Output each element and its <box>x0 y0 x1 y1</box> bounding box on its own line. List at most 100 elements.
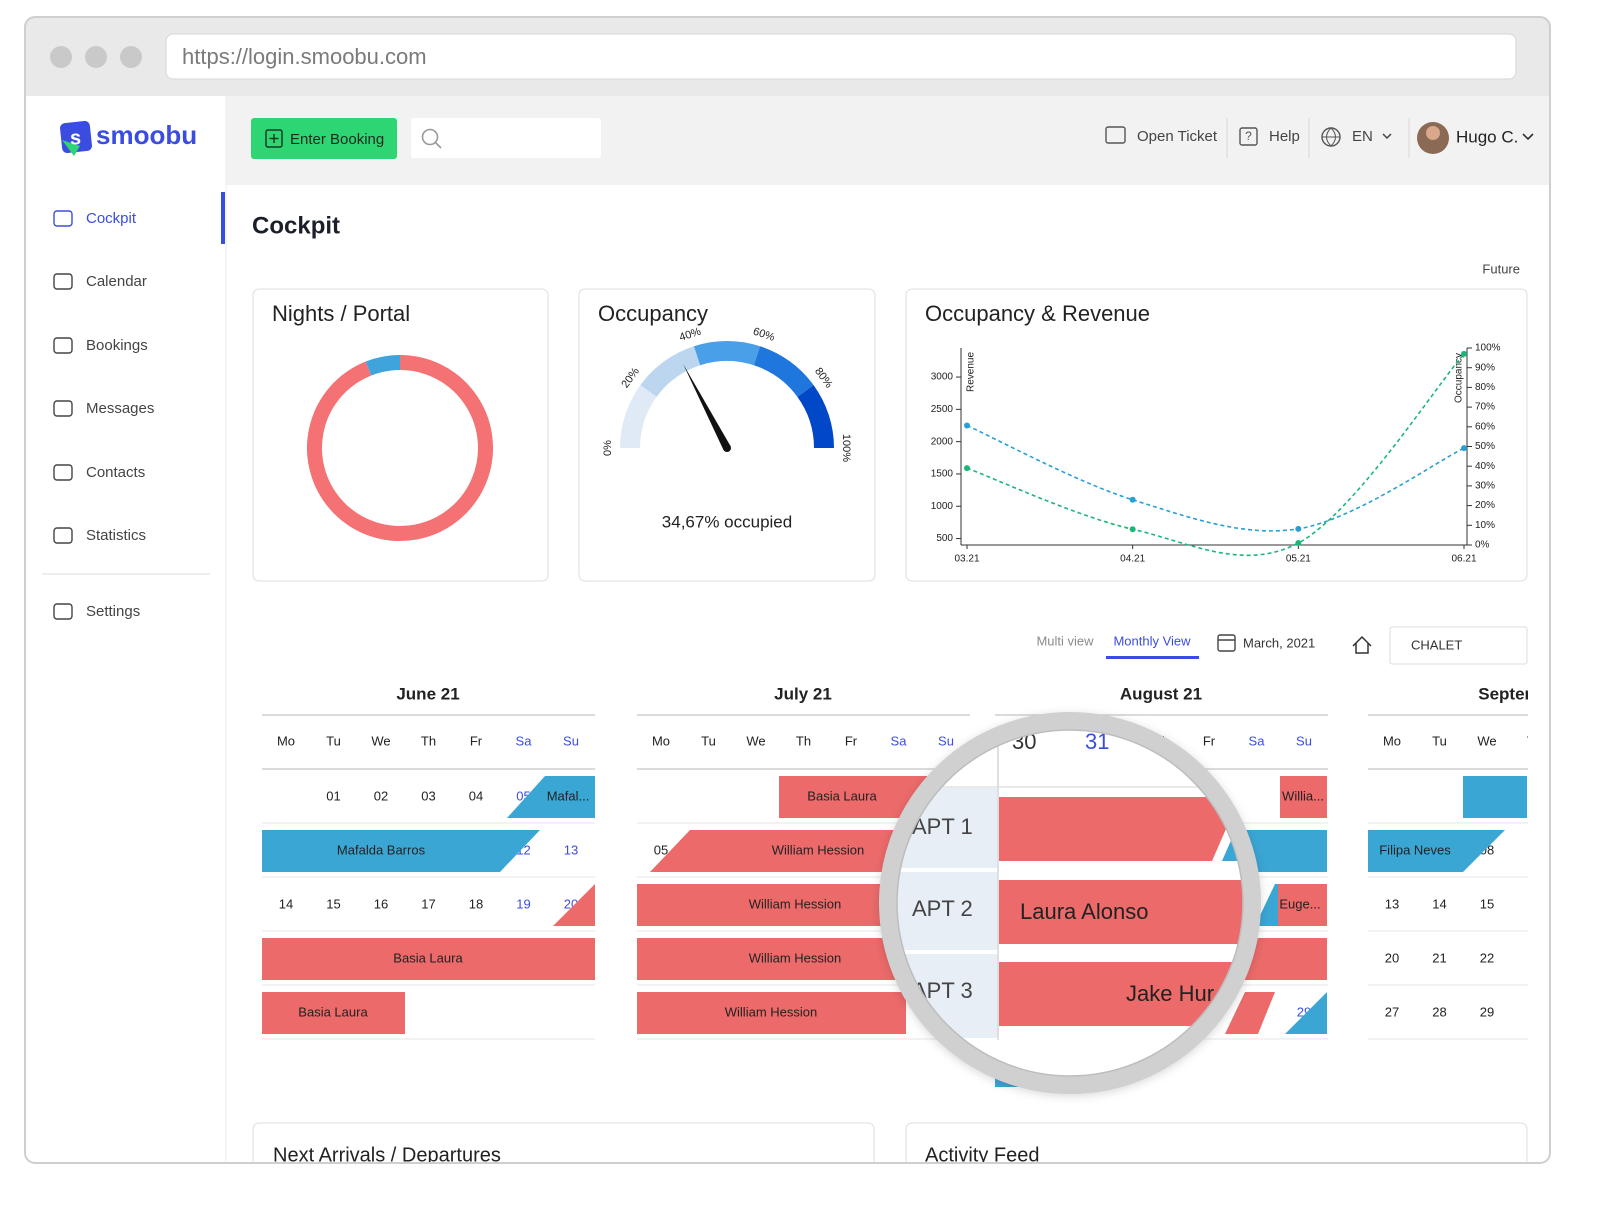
chart-title: Occupancy & Revenue <box>925 301 1150 326</box>
enter-booking-button[interactable] <box>251 118 397 159</box>
weekday: Th <box>1527 733 1542 748</box>
nav-item[interactable]: Contacts <box>86 464 145 481</box>
lens-ring <box>879 712 1261 1094</box>
gauge-band <box>753 346 814 398</box>
help-link[interactable]: Help <box>1269 128 1300 145</box>
booking-bar[interactable] <box>1278 884 1327 926</box>
future-label[interactable]: Future <box>1482 261 1520 276</box>
nav-icon <box>53 273 73 290</box>
guest-name: Euge... <box>1279 896 1320 911</box>
booking-bar[interactable] <box>553 884 595 926</box>
nav-item[interactable]: Bookings <box>86 337 148 354</box>
y2-tick-label: 50% <box>1475 441 1495 452</box>
booking-bar[interactable] <box>1280 776 1327 818</box>
month-name: July 21 <box>774 684 832 703</box>
lens-guest: Jake Hur <box>1126 981 1214 1006</box>
weekday: Fr <box>845 733 858 748</box>
x-tick-label: 03.21 <box>954 554 979 565</box>
donut-segment <box>365 355 401 376</box>
day-number: 04 <box>469 788 483 803</box>
y2-tick-label: 70% <box>1475 402 1495 413</box>
logo[interactable]: s smoobu <box>60 120 198 156</box>
booking-bar[interactable] <box>262 992 405 1034</box>
month: September 21MoTuWeThFrSaSu08131415202122… <box>1368 684 1542 1040</box>
booking-bar[interactable] <box>507 776 595 818</box>
booking-bar[interactable] <box>779 776 930 818</box>
nav-item[interactable]: Messages <box>86 400 154 417</box>
weekday: Tu <box>326 733 341 748</box>
nav-item[interactable]: Cockpit <box>86 210 137 227</box>
nav-item[interactable]: Settings <box>86 603 140 620</box>
chevron <box>1382 133 1392 140</box>
help-icon <box>1239 127 1258 146</box>
booking-bar[interactable] <box>262 938 595 980</box>
donut-segment <box>307 355 493 541</box>
y2-tick-label: 40% <box>1475 461 1495 472</box>
help-icon: ? <box>1245 129 1252 143</box>
weekday: Tu <box>701 733 716 748</box>
language[interactable]: EN <box>1352 128 1373 145</box>
active-indicator <box>221 192 225 244</box>
booking-bar[interactable] <box>1368 830 1505 872</box>
lens-apartment: APT 2 <box>912 896 973 921</box>
y2-tick-label: 30% <box>1475 481 1495 492</box>
nav-item[interactable]: Statistics <box>86 527 146 544</box>
globe-icon <box>1322 127 1340 147</box>
gauge-value-label: 34,67% occupied <box>662 512 792 531</box>
month-name: June 21 <box>396 684 459 703</box>
weekday: Su <box>1296 733 1312 748</box>
gauge-tick-label: 0% <box>602 440 614 456</box>
window-bg <box>25 17 1550 1163</box>
page-bottom <box>0 1164 1600 1208</box>
y2-tick-label: 20% <box>1475 500 1495 511</box>
open-ticket[interactable]: Open Ticket <box>1137 128 1218 145</box>
booking-bar[interactable] <box>262 830 540 872</box>
day-number: 14 <box>279 896 293 911</box>
booking-bar[interactable] <box>650 830 930 872</box>
booking-bar[interactable] <box>1463 776 1527 818</box>
lens-bar <box>999 880 1243 944</box>
y2-tick-label: 80% <box>1475 382 1495 393</box>
gauge-tick-label: 100% <box>840 434 852 462</box>
x-tick-label: 05.21 <box>1286 554 1311 565</box>
day-number: 15 <box>1480 896 1494 911</box>
nav-item[interactable]: Calendar <box>86 273 147 290</box>
y-tick-label: 2500 <box>931 404 954 415</box>
booking-bar[interactable] <box>637 884 930 926</box>
search-icon <box>434 141 442 149</box>
y2-tick-label: 100% <box>1475 343 1501 354</box>
booking-bar[interactable] <box>1225 992 1275 1034</box>
lens-day: 31 <box>1085 729 1109 754</box>
property-select[interactable] <box>1389 626 1528 665</box>
day-number: 13 <box>564 842 578 857</box>
day-number: 14 <box>1432 896 1446 911</box>
y-tick-label: 500 <box>936 533 953 544</box>
monthly-view-tab[interactable]: Monthly View <box>1113 633 1191 648</box>
nav-icon <box>53 603 73 620</box>
series-point <box>1461 350 1467 357</box>
booking-bar[interactable] <box>1240 938 1327 980</box>
lens-apartment: APT 1 <box>912 814 973 839</box>
nav-icon <box>53 210 73 227</box>
card <box>578 288 876 582</box>
day-number: 02 <box>374 788 388 803</box>
guest-name: Basia Laura <box>807 788 877 803</box>
user-name[interactable]: Hugo C. <box>1456 127 1518 146</box>
y2-tick-label: 10% <box>1475 520 1495 531</box>
date-picker[interactable]: March, 2021 <box>1243 635 1315 650</box>
booking-bar[interactable] <box>637 992 906 1034</box>
y2-tick-label: 60% <box>1475 421 1495 432</box>
weekday: Sa <box>1249 733 1266 748</box>
day-number: 22 <box>1480 950 1494 965</box>
series-point <box>964 422 970 429</box>
url-bar[interactable] <box>165 33 1517 80</box>
multi-view-tab[interactable]: Multi view <box>1036 633 1094 648</box>
guest-name: Basia Laura <box>393 950 463 965</box>
page-title: Cockpit <box>252 212 340 239</box>
booking-bar[interactable] <box>637 938 930 980</box>
day-number: 13 <box>1385 896 1399 911</box>
home-icon[interactable] <box>1352 635 1372 654</box>
booking-bar[interactable] <box>1285 992 1327 1034</box>
search-box[interactable] <box>411 118 601 158</box>
series-point <box>1461 445 1467 452</box>
